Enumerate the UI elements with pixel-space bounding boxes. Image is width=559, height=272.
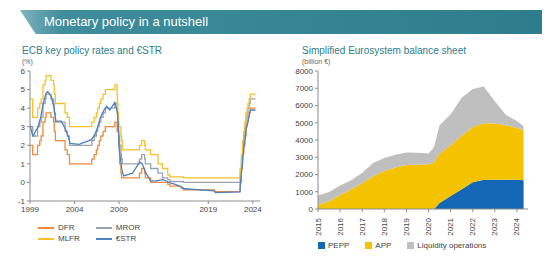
svg-text:5000: 5000 xyxy=(295,119,313,128)
html-text:(billion €): (billion €) xyxy=(302,58,331,65)
html-text:PEPP: PEPP xyxy=(328,241,350,250)
svg-text:2004: 2004 xyxy=(66,205,84,214)
html-text:DFR: DFR xyxy=(58,223,75,232)
svg-text:2009: 2009 xyxy=(110,205,128,214)
svg-text:-1: -1 xyxy=(18,197,26,206)
svg-text:8000: 8000 xyxy=(295,67,313,76)
svg-text:2020: 2020 xyxy=(424,217,433,235)
svg-text:2018: 2018 xyxy=(380,217,389,235)
svg-text:2024: 2024 xyxy=(512,217,521,235)
svg-text:2019: 2019 xyxy=(199,205,217,214)
svg-text:6000: 6000 xyxy=(295,101,313,110)
svg-text:2000: 2000 xyxy=(295,170,313,179)
svg-text:0: 0 xyxy=(21,178,26,187)
svg-text:6: 6 xyxy=(21,67,26,76)
svg-text:4: 4 xyxy=(21,104,26,113)
html-text:Simplified Eurosystem balance: Simplified Eurosystem balance sheet xyxy=(302,45,466,56)
html-text:MROR: MROR xyxy=(115,223,141,232)
svg-text:2015: 2015 xyxy=(314,217,323,235)
svg-text:2017: 2017 xyxy=(358,217,367,235)
svg-text:1000: 1000 xyxy=(295,188,313,197)
svg-text:5: 5 xyxy=(21,85,26,94)
svg-text:3: 3 xyxy=(21,123,26,132)
svg-text:2022: 2022 xyxy=(468,217,477,235)
svg-text:2024: 2024 xyxy=(244,205,262,214)
svg-text:2021: 2021 xyxy=(446,217,455,235)
html-text:Monetary policy in a nutshell: Monetary policy in a nutshell xyxy=(44,14,208,29)
svg-text:2: 2 xyxy=(21,141,26,150)
svg-text:1: 1 xyxy=(21,160,26,169)
svg-text:4000: 4000 xyxy=(295,136,313,145)
html-text:€STR: €STR xyxy=(115,234,137,243)
svg-text:1999: 1999 xyxy=(21,205,39,214)
svg-text:2023: 2023 xyxy=(490,217,499,235)
svg-text:2016: 2016 xyxy=(336,217,345,235)
svg-text:0: 0 xyxy=(309,205,314,214)
svg-text:7000: 7000 xyxy=(295,84,313,93)
html-text:MLFR: MLFR xyxy=(58,234,80,243)
html-text:ECB key policy rates and €STR: ECB key policy rates and €STR xyxy=(22,45,163,56)
html-text:Liquidity operations: Liquidity operations xyxy=(417,241,487,250)
html-text:APP: APP xyxy=(375,241,392,250)
svg-text:3000: 3000 xyxy=(295,153,313,162)
svg-text:2019: 2019 xyxy=(402,217,411,235)
